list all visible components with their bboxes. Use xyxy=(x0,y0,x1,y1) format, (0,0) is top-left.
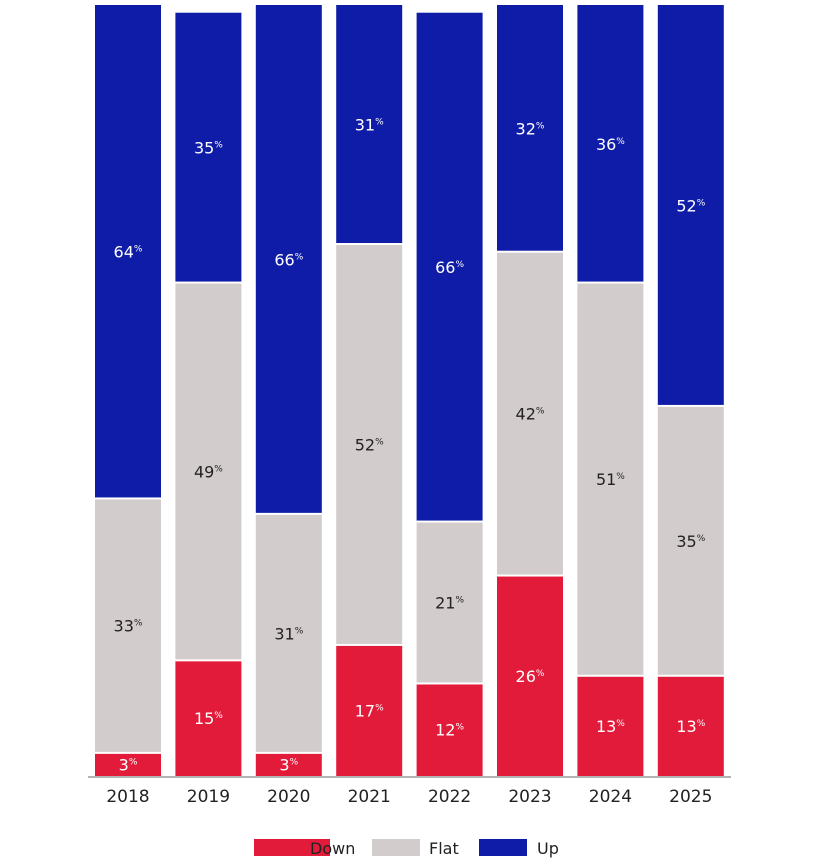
data-label-flat-2021: 52% xyxy=(355,435,384,454)
data-label-flat-2024: 51% xyxy=(596,470,625,489)
bar-down-2020 xyxy=(255,753,322,776)
bar-up-2018 xyxy=(95,5,161,498)
bar-down-2022 xyxy=(416,684,483,776)
legend-label-down: Down xyxy=(310,839,355,858)
bars-group: 3% 33% 64% 15% 49% 35% 3% 31% 66% 17% 52% 31% 12% 21%… xyxy=(95,5,724,776)
bar-flat-2025 xyxy=(657,406,724,675)
data-label-up-2023: 32% xyxy=(516,119,545,138)
data-label-flat-2025: 35% xyxy=(676,532,705,551)
data-label-flat-2020: 31% xyxy=(274,624,303,643)
bar-down-2025 xyxy=(657,676,724,776)
legend-swatch-down xyxy=(254,839,330,856)
legend-label-flat: Flat xyxy=(429,839,459,858)
bar-up-2021 xyxy=(336,5,403,244)
data-label-up-2024: 36% xyxy=(596,135,625,154)
bar-flat-2022 xyxy=(416,522,483,683)
data-label-down-2025: 13% xyxy=(676,717,705,736)
bar-up-2024 xyxy=(577,5,644,282)
data-label-flat-2022: 21% xyxy=(435,594,464,613)
x-tick-label-2022: 2022 xyxy=(428,787,471,807)
legend-swatch-up xyxy=(479,839,527,856)
bar-flat-2020 xyxy=(255,514,322,752)
data-label-down-2024: 13% xyxy=(596,717,625,736)
data-label-up-2022: 66% xyxy=(435,258,464,277)
data-label-flat-2019: 49% xyxy=(194,462,223,481)
bar-up-2025 xyxy=(657,5,724,405)
x-tick-label-2023: 2023 xyxy=(508,787,551,807)
data-label-flat-2018: 33% xyxy=(114,617,143,636)
data-label-down-2020: 3% xyxy=(279,755,298,774)
data-label-up-2021: 31% xyxy=(355,116,384,135)
bar-up-2022 xyxy=(416,12,483,521)
x-tick-label-2025: 2025 xyxy=(669,787,712,807)
bar-down-2023 xyxy=(497,576,563,776)
x-tick-label-2020: 2020 xyxy=(267,787,310,807)
x-tick-label-2024: 2024 xyxy=(589,787,632,807)
bar-up-2019 xyxy=(175,12,242,282)
bar-down-2021 xyxy=(336,645,403,776)
data-label-up-2018: 64% xyxy=(114,243,143,262)
x-tick-label-2018: 2018 xyxy=(106,787,149,807)
data-label-down-2018: 3% xyxy=(119,755,138,774)
bar-down-2018 xyxy=(95,753,161,776)
legend-label-up: Up xyxy=(537,839,559,858)
x-tick-label-2019: 2019 xyxy=(187,787,230,807)
data-label-down-2023: 26% xyxy=(516,667,545,686)
bar-down-2024 xyxy=(577,676,644,776)
legend: Down Flat Up xyxy=(254,839,559,858)
data-label-up-2020: 66% xyxy=(274,250,303,269)
bar-flat-2018 xyxy=(95,499,161,752)
data-label-up-2025: 52% xyxy=(676,196,705,215)
data-label-down-2022: 12% xyxy=(435,721,464,740)
data-label-down-2021: 17% xyxy=(355,701,384,720)
data-label-down-2019: 15% xyxy=(194,709,223,728)
bar-flat-2024 xyxy=(577,283,644,675)
x-tick-label-2021: 2021 xyxy=(348,787,391,807)
legend-swatch-flat xyxy=(372,839,420,856)
data-label-flat-2023: 42% xyxy=(516,405,545,424)
x-axis-ticks: 2018 2019 2020 2021 2022 2023 2024 2025 xyxy=(106,787,712,807)
bar-down-2019 xyxy=(175,661,242,776)
bar-flat-2019 xyxy=(175,283,242,660)
bar-flat-2021 xyxy=(336,245,403,644)
bar-up-2020 xyxy=(255,5,322,513)
bar-up-2023 xyxy=(497,5,563,251)
data-label-up-2019: 35% xyxy=(194,139,223,158)
bar-flat-2023 xyxy=(497,252,563,575)
